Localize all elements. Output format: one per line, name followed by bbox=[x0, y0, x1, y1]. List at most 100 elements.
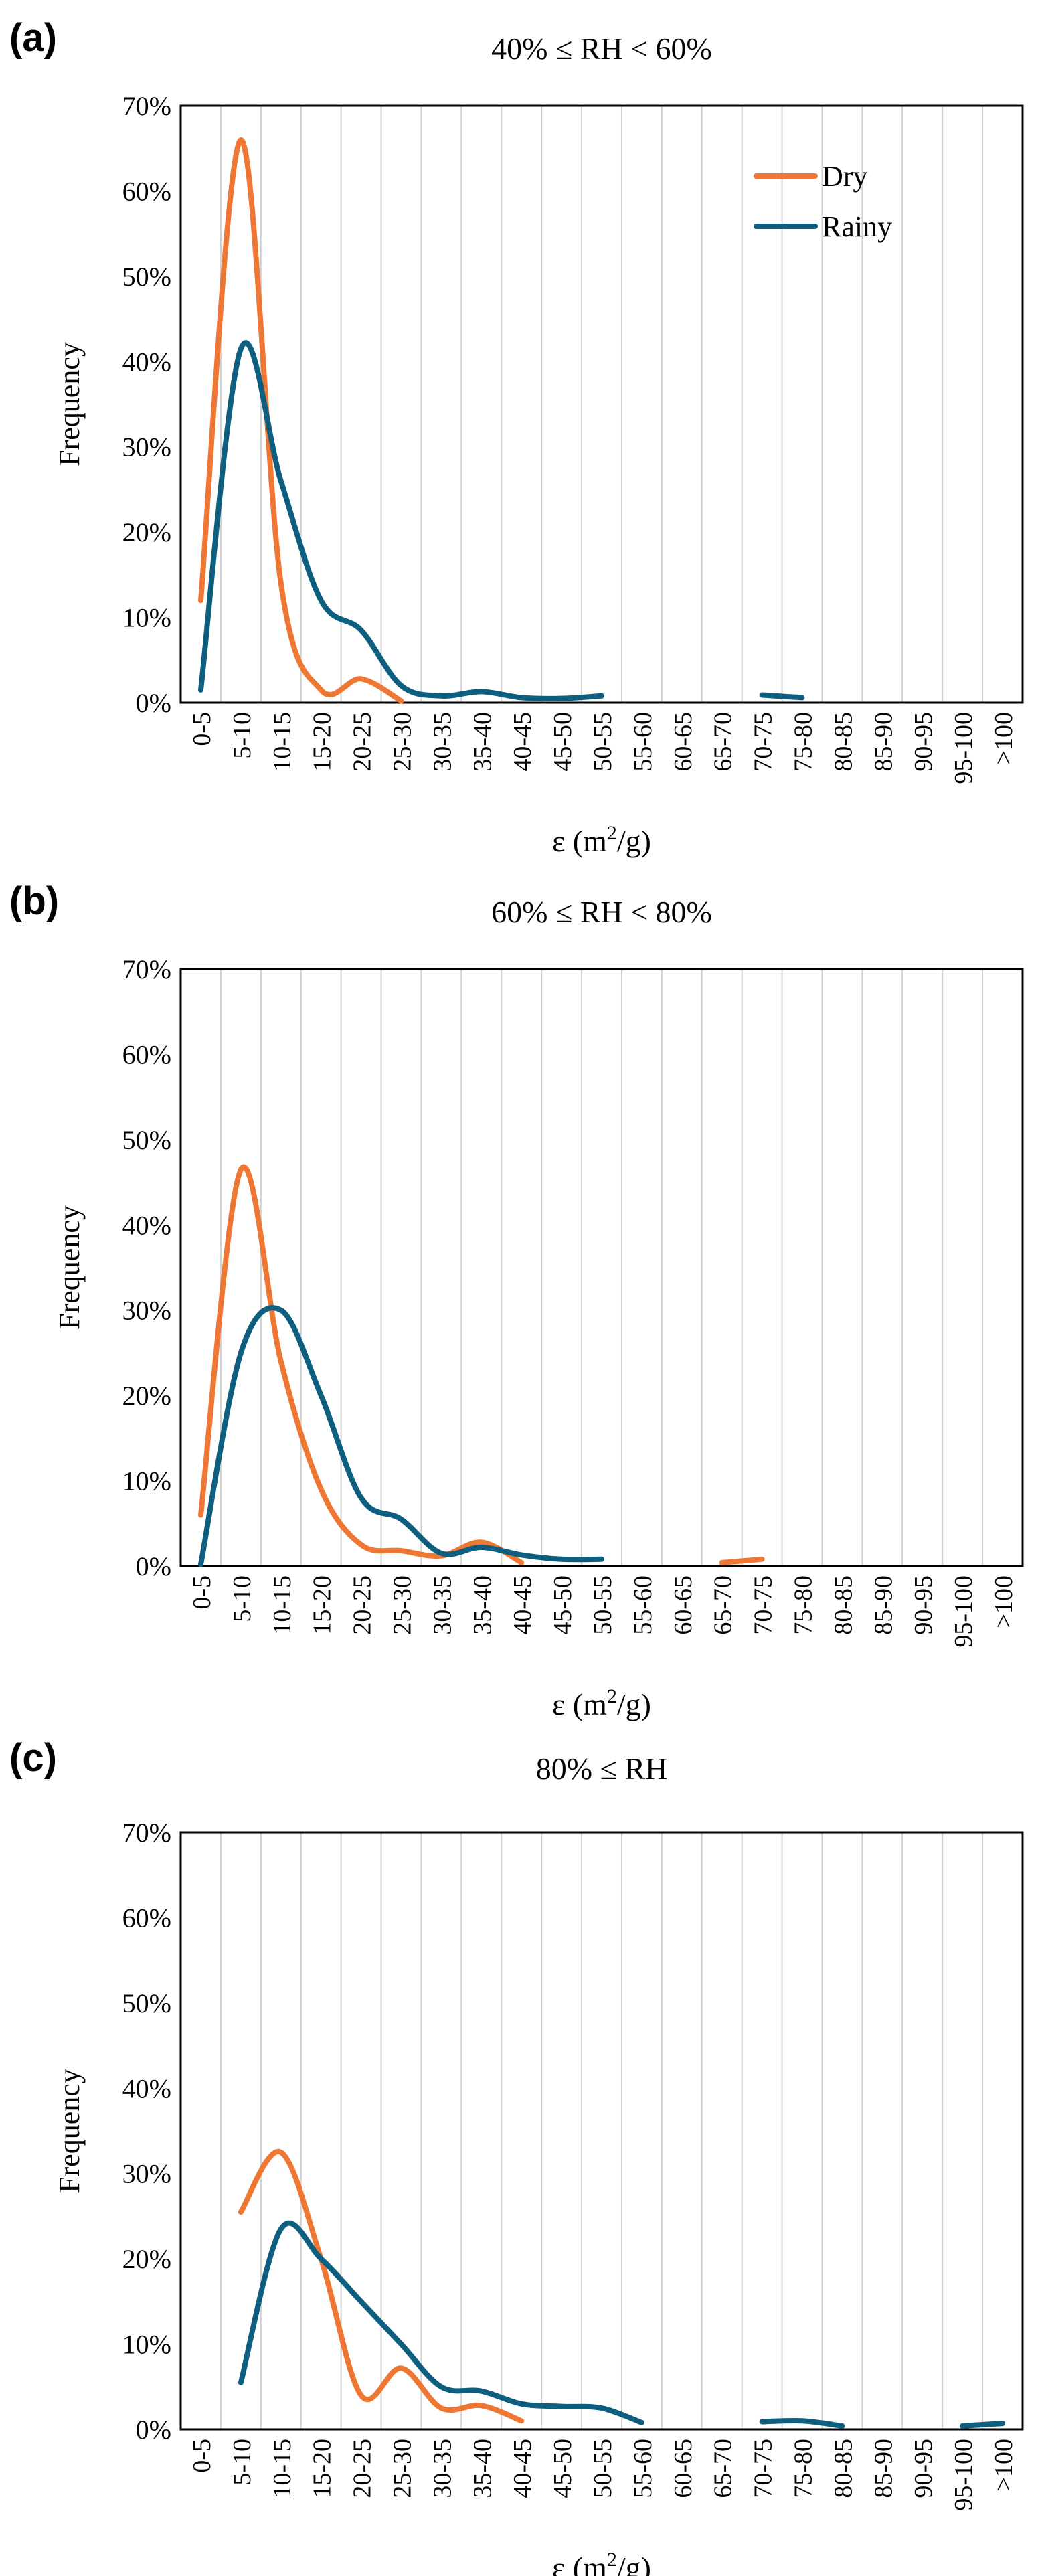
x-tick-label: 40-45 bbox=[509, 2439, 537, 2498]
x-tick-label: 5-10 bbox=[228, 1575, 256, 1622]
x-tick-label: 35-40 bbox=[468, 1575, 497, 1635]
chart-panel-3: (c) 80% ≤ RH 0% 10% 20% 30% 40% 50% 60% 70% 0-5 5-1… bbox=[9, 1736, 1024, 2576]
x-tick-label: 90-95 bbox=[910, 712, 938, 772]
x-tick-label: 0-5 bbox=[188, 712, 216, 746]
x-tick-label: >100 bbox=[990, 712, 1018, 764]
x-axis-label-prefix: ε (m bbox=[552, 824, 607, 858]
x-axis-label-superscript: 2 bbox=[607, 2549, 617, 2571]
x-axis-label-suffix: /g) bbox=[617, 1687, 651, 1721]
x-tick-label: 35-40 bbox=[468, 2439, 497, 2498]
x-tick-label: 40-45 bbox=[509, 712, 537, 772]
x-tick-label: 70-75 bbox=[750, 1575, 778, 1635]
y-tick-label: 20% bbox=[122, 1381, 171, 1411]
x-tick-label: 35-40 bbox=[468, 712, 497, 772]
x-tick-label: 60-65 bbox=[669, 1575, 697, 1635]
y-tick-label: 50% bbox=[122, 1125, 171, 1155]
x-tick-label: >100 bbox=[990, 2439, 1018, 2491]
y-tick-label: 20% bbox=[122, 517, 171, 547]
x-tick-label: 15-20 bbox=[309, 1575, 337, 1635]
chart-panel-2: (b) 60% ≤ RH < 80% 0% 10% 20% 30% 40% 50% 60% 70%… bbox=[9, 879, 1024, 1721]
x-tick-label: 5-10 bbox=[228, 2439, 256, 2486]
plot-frame bbox=[179, 104, 1024, 704]
x-tick-label: 20-25 bbox=[349, 712, 377, 772]
x-axis-label: ε (m2/g) bbox=[552, 822, 651, 858]
plot-frame bbox=[179, 968, 1024, 1567]
legend-label-dry: Dry bbox=[822, 160, 867, 193]
series-line-rainy bbox=[759, 2417, 845, 2429]
x-axis-label-suffix: /g) bbox=[617, 2551, 651, 2576]
series-line-dry bbox=[719, 1556, 765, 1565]
x-tick-label: 15-20 bbox=[309, 2439, 337, 2498]
x-tick-label: 0-5 bbox=[188, 1575, 216, 1610]
x-tick-label: 5-10 bbox=[228, 712, 256, 759]
y-tick-label: 30% bbox=[122, 1296, 171, 1326]
x-tick-label: 90-95 bbox=[910, 2439, 938, 2498]
chart-panel-1: (a) 40% ≤ RH < 60% 0% 10% 20% 30% 40% 50% 60% 70%… bbox=[9, 16, 1024, 858]
legend: Dry Rainy bbox=[754, 160, 892, 243]
panel-label: (c) bbox=[9, 1736, 57, 1780]
y-tick-label: 70% bbox=[122, 91, 171, 121]
x-tick-label: 10-15 bbox=[268, 2439, 296, 2498]
x-tick-label: 10-15 bbox=[268, 712, 296, 772]
x-tick-label: 25-30 bbox=[388, 1575, 416, 1635]
chart-title: 60% ≤ RH < 80% bbox=[491, 895, 712, 929]
y-tick-label: 10% bbox=[122, 2330, 171, 2360]
panel-label: (a) bbox=[9, 16, 57, 60]
series-line-rainy bbox=[238, 2220, 644, 2425]
y-tick-label: 40% bbox=[122, 347, 171, 377]
series-line-rainy bbox=[960, 2421, 1005, 2429]
x-tick-label: 20-25 bbox=[349, 2439, 377, 2498]
y-tick-label: 10% bbox=[122, 603, 171, 633]
x-tick-label: 95-100 bbox=[950, 2439, 978, 2511]
x-tick-label: 45-50 bbox=[549, 2439, 577, 2498]
x-tick-label: 80-85 bbox=[829, 1575, 857, 1635]
panel-label: (b) bbox=[9, 879, 59, 923]
x-tick-label: 65-70 bbox=[709, 712, 738, 772]
series-line-rainy bbox=[198, 340, 604, 701]
x-tick-label: 30-35 bbox=[428, 2439, 456, 2498]
plot-frame bbox=[179, 1831, 1024, 2431]
x-tick-label: 75-80 bbox=[790, 2439, 818, 2498]
x-axis-label: ε (m2/g) bbox=[552, 1685, 651, 1721]
legend-label-rainy: Rainy bbox=[822, 210, 892, 243]
y-tick-label: 60% bbox=[122, 1903, 171, 1933]
y-tick-label: 30% bbox=[122, 2159, 171, 2189]
x-tick-label: 50-55 bbox=[589, 2439, 617, 2498]
series-line-rainy bbox=[198, 1305, 604, 1567]
x-tick-label: 40-45 bbox=[509, 1575, 537, 1635]
x-axis-label-superscript: 2 bbox=[607, 1685, 617, 1707]
x-axis-label: ε (m2/g) bbox=[552, 2549, 651, 2576]
x-tick-label: 50-55 bbox=[589, 1575, 617, 1635]
chart-title: 80% ≤ RH bbox=[536, 1751, 667, 1786]
x-tick-label: 60-65 bbox=[669, 2439, 697, 2498]
x-tick-label: 90-95 bbox=[910, 1575, 938, 1635]
x-tick-label: 15-20 bbox=[309, 712, 337, 772]
x-tick-label: 30-35 bbox=[428, 712, 456, 772]
x-tick-label: 55-60 bbox=[629, 2439, 657, 2498]
x-tick-label: 60-65 bbox=[669, 712, 697, 772]
x-tick-label: 85-90 bbox=[869, 2439, 897, 2498]
y-tick-label: 0% bbox=[136, 1551, 171, 1581]
x-tick-label: 95-100 bbox=[950, 1575, 978, 1648]
x-tick-label: 80-85 bbox=[829, 712, 857, 772]
y-tick-label: 70% bbox=[122, 954, 171, 984]
y-tick-label: 40% bbox=[122, 1210, 171, 1240]
x-tick-label: 95-100 bbox=[950, 712, 978, 784]
y-tick-label: 60% bbox=[122, 1039, 171, 1069]
y-axis-label: Frequency bbox=[53, 2069, 86, 2193]
y-axis-label: Frequency bbox=[53, 342, 86, 466]
x-tick-label: >100 bbox=[990, 1575, 1018, 1628]
chart-title: 40% ≤ RH < 60% bbox=[491, 31, 712, 66]
x-axis-label-superscript: 2 bbox=[607, 822, 617, 844]
x-axis-label-prefix: ε (m bbox=[552, 1687, 607, 1721]
x-tick-label: 0-5 bbox=[188, 2439, 216, 2473]
y-tick-label: 50% bbox=[122, 1988, 171, 2019]
x-tick-label: 45-50 bbox=[549, 712, 577, 772]
x-tick-label: 80-85 bbox=[829, 2439, 857, 2498]
x-tick-label: 20-25 bbox=[349, 1575, 377, 1635]
x-tick-label: 75-80 bbox=[790, 712, 818, 772]
x-tick-label: 85-90 bbox=[869, 1575, 897, 1635]
x-tick-label: 10-15 bbox=[268, 1575, 296, 1635]
y-tick-label: 0% bbox=[136, 688, 171, 718]
